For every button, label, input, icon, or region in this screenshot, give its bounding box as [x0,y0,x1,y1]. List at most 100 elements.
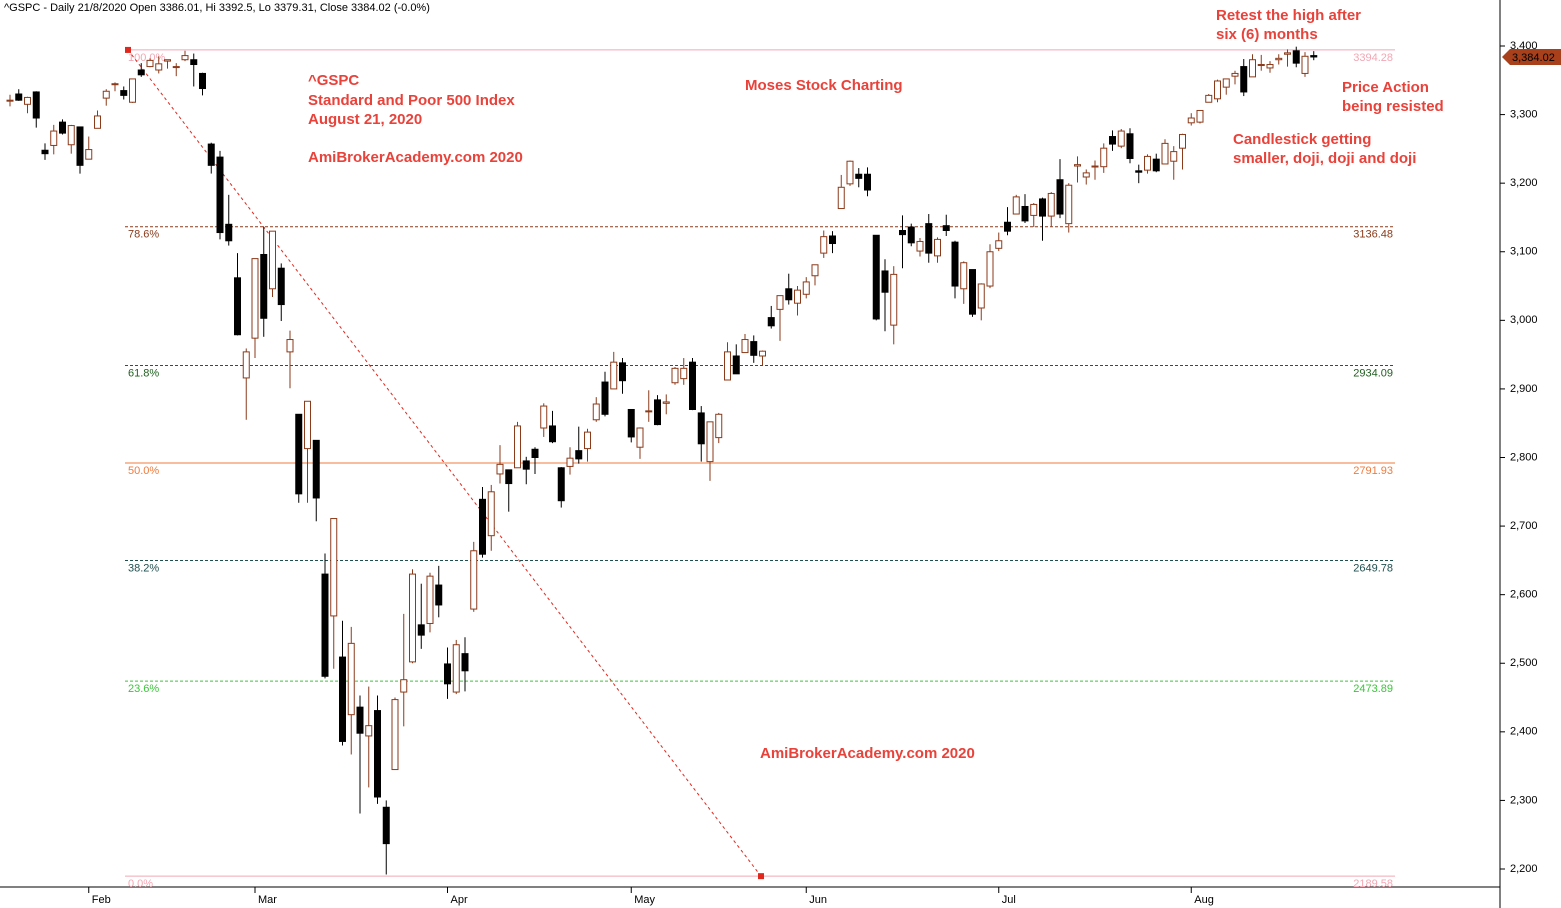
fib-percent: 0.0% [128,878,153,890]
candle-body [627,408,635,438]
candle-body [619,362,626,382]
candle-body [645,410,653,413]
fib-price: 2189.58 [1353,878,1393,890]
candle-body [330,518,338,617]
candle-body [1152,158,1160,172]
candle-body [1205,94,1213,103]
candle-body [417,624,425,636]
candle-body [636,427,644,448]
candle-body [1047,192,1055,217]
candle-body [1012,196,1020,215]
candle-body [907,226,915,244]
candle-body [356,706,364,734]
candle-body [41,149,49,155]
candle-body [24,96,31,105]
y-tick-label: 2,600 [1510,589,1538,601]
candle-body [1196,109,1204,123]
candle-body [1292,50,1300,64]
candle-body [1126,133,1134,159]
candle-body [750,341,758,356]
y-tick-label: 2,800 [1510,451,1538,463]
candle-body [190,59,198,66]
candle-body [960,262,968,290]
candle-body [1187,117,1195,124]
candle-body [715,413,723,439]
fib-price: 3394.28 [1353,52,1393,64]
candle-body [400,679,408,693]
candle-body [1100,147,1108,168]
candle-body [1310,55,1318,58]
candle-body [391,699,399,771]
annotation: Candlestick getting [1233,131,1371,148]
candle-body [505,469,513,485]
candle-body [242,351,250,379]
candle-body [479,498,486,555]
candle-body [1240,66,1248,93]
candle-body [776,295,784,310]
x-tick-label: May [634,894,655,906]
candle-body [890,273,898,326]
candle-body [496,463,504,475]
candle-body [234,277,241,336]
candle-body [846,160,854,185]
candle-body [514,425,521,469]
candle-body [522,460,530,470]
y-tick-label: 3,400 [1510,40,1538,52]
candle-body [111,83,119,86]
candle-body [1257,64,1265,67]
candle-body [986,251,994,287]
candle-body [837,186,845,210]
candle-body [1231,72,1239,77]
candle-body [67,125,75,146]
candle-body [470,550,478,610]
candle-body [6,99,14,102]
candle-body [549,425,556,443]
candle-body [260,253,268,319]
anchor-point [758,873,764,880]
x-tick-label: Feb [92,894,111,906]
candle-body [601,381,609,415]
y-tick-label: 2,900 [1510,383,1538,395]
candle-body [855,173,863,179]
candle-body [1284,52,1291,55]
annotation: smaller, doji, doji and doji [1233,150,1416,167]
candle-body [680,367,688,380]
fib-percent: 78.6% [128,229,159,241]
y-tick-label: 3,100 [1510,246,1538,258]
candle-body [610,361,618,390]
fib-price: 2473.89 [1353,683,1393,695]
candle-body [1030,203,1038,216]
candle-body [94,115,101,129]
fib-percent: 23.6% [128,683,159,695]
candle-body [129,78,136,103]
candle-body [1039,198,1046,217]
candle-body [872,234,880,320]
x-tick-label: Apr [451,894,468,906]
candle-body [487,491,495,537]
annotation: six (6) months [1216,26,1318,43]
candle-body [802,281,810,295]
y-tick-label: 2,500 [1510,657,1538,669]
candle-body [1082,172,1090,178]
y-tick-label: 3,200 [1510,177,1538,189]
candle-body [977,283,985,309]
candle-body [382,806,390,845]
fib-price: 2791.93 [1353,465,1393,477]
candle-body [1179,133,1186,149]
candle-body [216,156,224,234]
candle-body [1161,142,1169,165]
candle-body [251,258,259,339]
candle-body [1021,205,1029,222]
candle-body [409,573,416,663]
candle-body [1056,179,1064,215]
candle-body [1117,130,1125,147]
candle-body [85,149,93,160]
candle-body [1074,164,1081,167]
anchor-point [125,46,131,53]
candle-body [864,173,871,191]
annotation: AmiBrokerAcademy.com 2020 [760,745,975,762]
y-tick-label: 3,300 [1510,108,1538,120]
candle-body [155,63,163,71]
